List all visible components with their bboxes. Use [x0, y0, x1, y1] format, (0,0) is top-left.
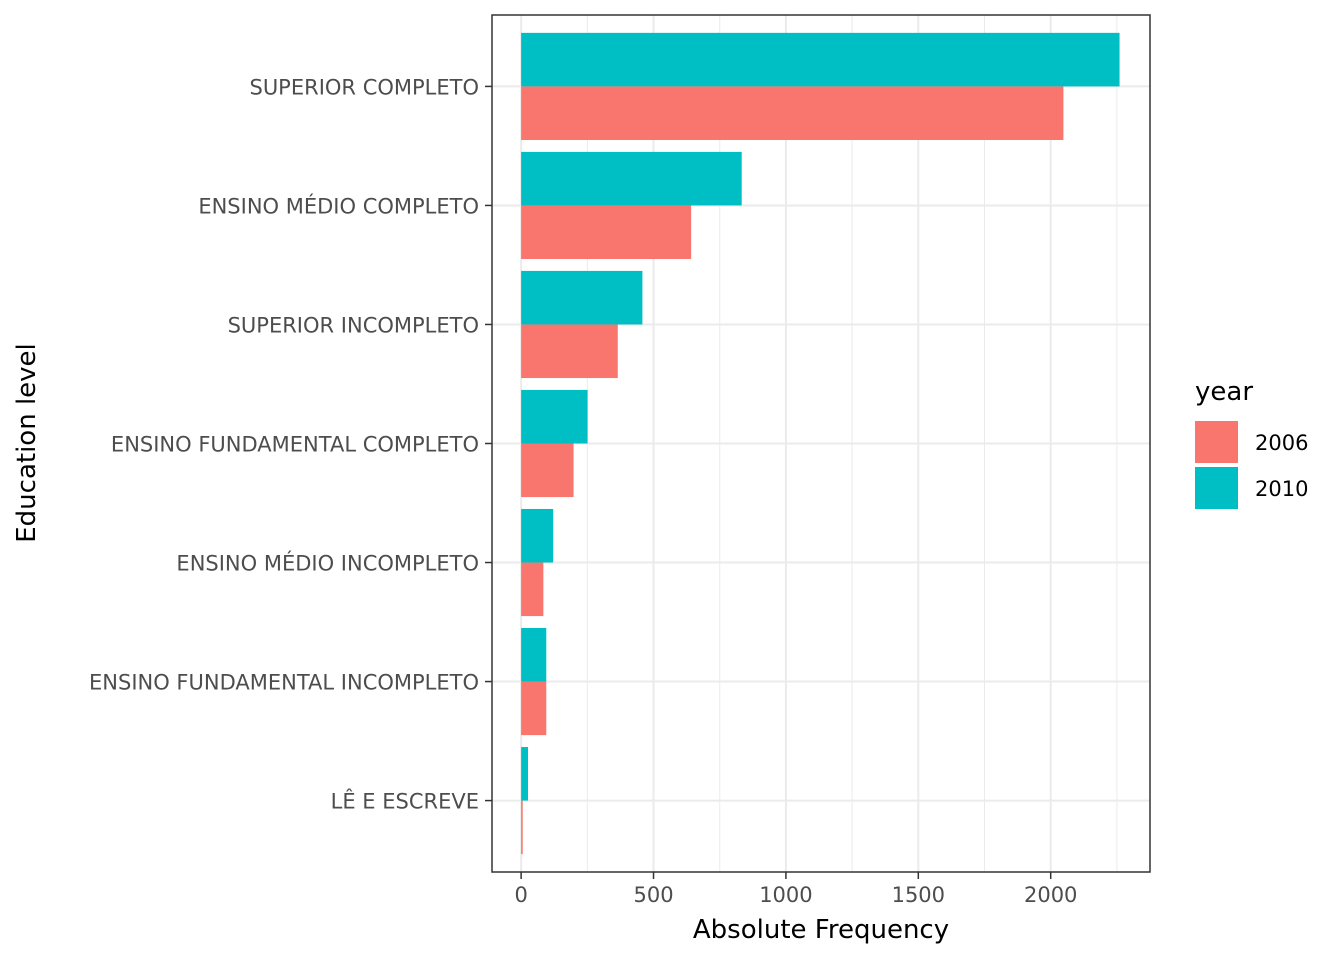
y-tick-label: SUPERIOR INCOMPLETO — [228, 313, 479, 337]
legend-key-2006 — [1195, 421, 1238, 463]
x-axis-title: Absolute Frequency — [693, 915, 949, 945]
x-tick-label: 500 — [633, 883, 673, 907]
bar-2010 — [521, 270, 643, 325]
bars — [521, 32, 1120, 855]
x-tick-label: 1500 — [892, 883, 945, 907]
bar-2010 — [521, 747, 529, 801]
bar-2006 — [521, 562, 544, 617]
legend-key-2010 — [1195, 467, 1238, 509]
bar-2006 — [521, 443, 574, 498]
legend-label-2006: 2006 — [1255, 431, 1308, 455]
bar-2010 — [521, 389, 588, 444]
bar-2010 — [521, 627, 547, 682]
bar-2010 — [521, 508, 554, 563]
y-tick-label: SUPERIOR COMPLETO — [249, 75, 479, 99]
bar-2006 — [521, 800, 523, 855]
bar-2010 — [521, 151, 742, 206]
y-tick-label: ENSINO MÉDIO INCOMPLETO — [176, 551, 479, 576]
x-axis: 0 500 1000 1500 2000 — [514, 872, 1077, 907]
bar-2006 — [521, 324, 618, 379]
bar-2006 — [521, 205, 692, 260]
y-tick-label: ENSINO MÉDIO COMPLETO — [198, 193, 479, 218]
bar-2006 — [521, 86, 1064, 140]
y-tick-label: ENSINO FUNDAMENTAL COMPLETO — [111, 433, 479, 457]
x-tick-label: 2000 — [1024, 883, 1077, 907]
x-tick-label: 1000 — [759, 883, 812, 907]
y-axis: SUPERIOR COMPLETO ENSINO MÉDIO COMPLETO SU… — [89, 75, 492, 814]
bar-2006 — [521, 681, 547, 736]
y-axis-title: Education level — [12, 343, 42, 543]
bar-2010 — [521, 32, 1120, 87]
x-tick-label: 0 — [514, 883, 527, 907]
legend: year 2006 2010 — [1195, 377, 1308, 509]
legend-title: year — [1195, 377, 1253, 407]
legend-label-2010: 2010 — [1255, 477, 1308, 501]
y-tick-label: ENSINO FUNDAMENTAL INCOMPLETO — [89, 671, 479, 695]
y-tick-label: LÊ E ESCREVE — [331, 789, 479, 814]
